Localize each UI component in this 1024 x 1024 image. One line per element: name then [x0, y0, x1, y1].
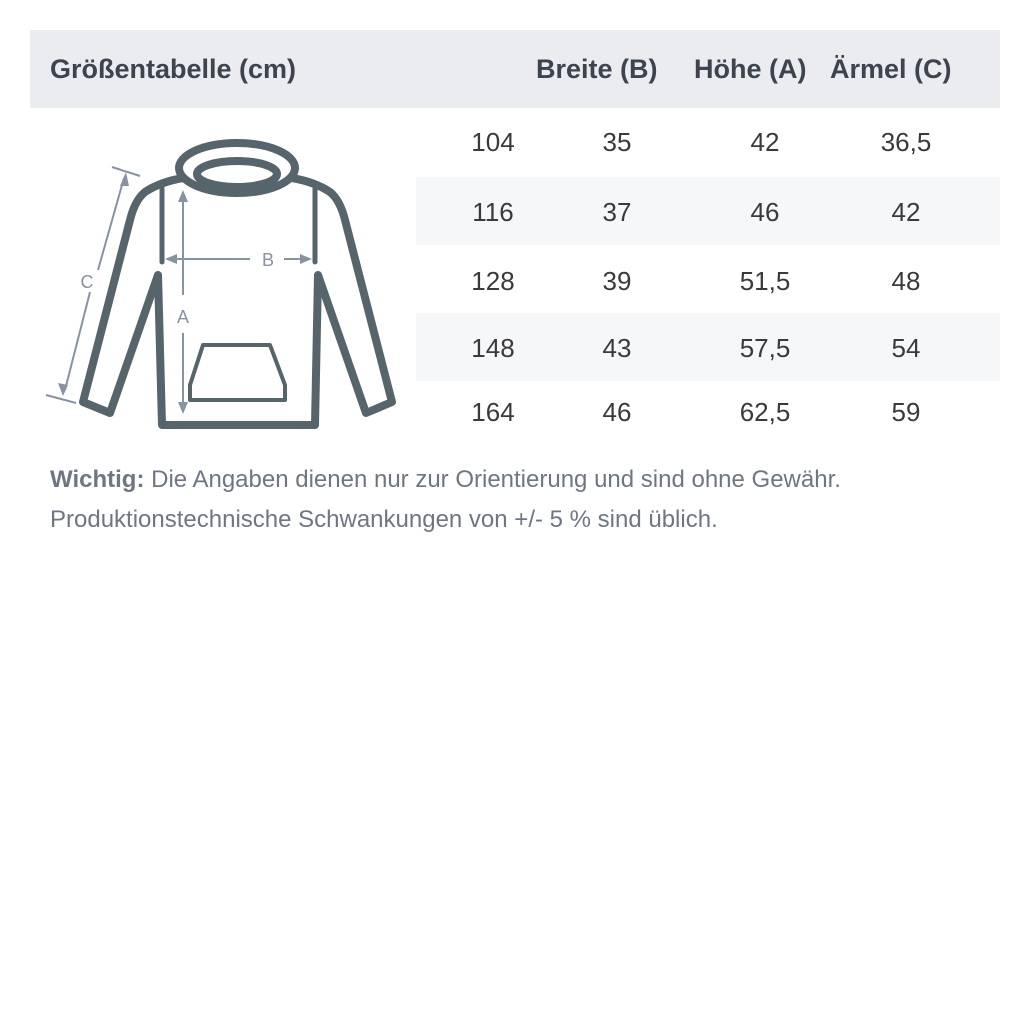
cell-size: 104: [471, 127, 515, 157]
cell-hoehe: 51,5: [739, 266, 791, 296]
cell-size: 116: [472, 197, 514, 227]
cell-breite: 39: [602, 266, 632, 296]
pocket: [188, 343, 287, 402]
cell-aermel: 36,5: [880, 127, 932, 157]
cell-breite: 35: [602, 127, 632, 157]
cell-hoehe: 42: [750, 127, 780, 157]
cell-aermel: 59: [891, 397, 921, 427]
cell-size: 164: [471, 397, 515, 427]
label-b: B: [262, 250, 274, 270]
cell-size: 148: [471, 333, 515, 363]
note-label: Wichtig:: [50, 466, 145, 493]
label-a: A: [177, 307, 189, 327]
row-stripe: [416, 177, 1000, 245]
column-header-aermel: Ärmel (C): [830, 54, 952, 84]
hood-inner: [193, 157, 281, 191]
cell-breite: 37: [602, 197, 632, 227]
column-header-hoehe: Höhe (A): [694, 54, 807, 84]
cell-aermel: 48: [891, 266, 921, 296]
label-c: C: [81, 272, 94, 292]
cell-aermel: 54: [891, 333, 921, 363]
column-header-breite: Breite (B): [536, 54, 658, 84]
cell-aermel: 42: [891, 197, 921, 227]
cell-breite: 43: [602, 333, 632, 363]
note: Wichtig: Die Angaben dienen nur zur Orie…: [50, 460, 841, 540]
table-title: Größentabelle (cm): [50, 54, 297, 84]
hoodie-body-outline: [79, 174, 396, 429]
cell-hoehe: 57,5: [739, 333, 791, 363]
hoodie-diagram: C A B: [45, 139, 396, 429]
table-header: Größentabelle (cm) Breite (B) Höhe (A) Ä…: [30, 30, 1000, 108]
cell-breite: 46: [602, 397, 632, 427]
cell-hoehe: 62,5: [739, 397, 791, 427]
cell-hoehe: 46: [750, 197, 780, 227]
row-stripe: [416, 313, 1000, 381]
cell-size: 128: [471, 266, 515, 296]
note-line1: Die Angaben dienen nur zur Orientierung …: [151, 466, 841, 493]
note-line2: Produktionstechnische Schwankungen von +…: [50, 506, 718, 533]
hood-outer: [175, 139, 299, 197]
